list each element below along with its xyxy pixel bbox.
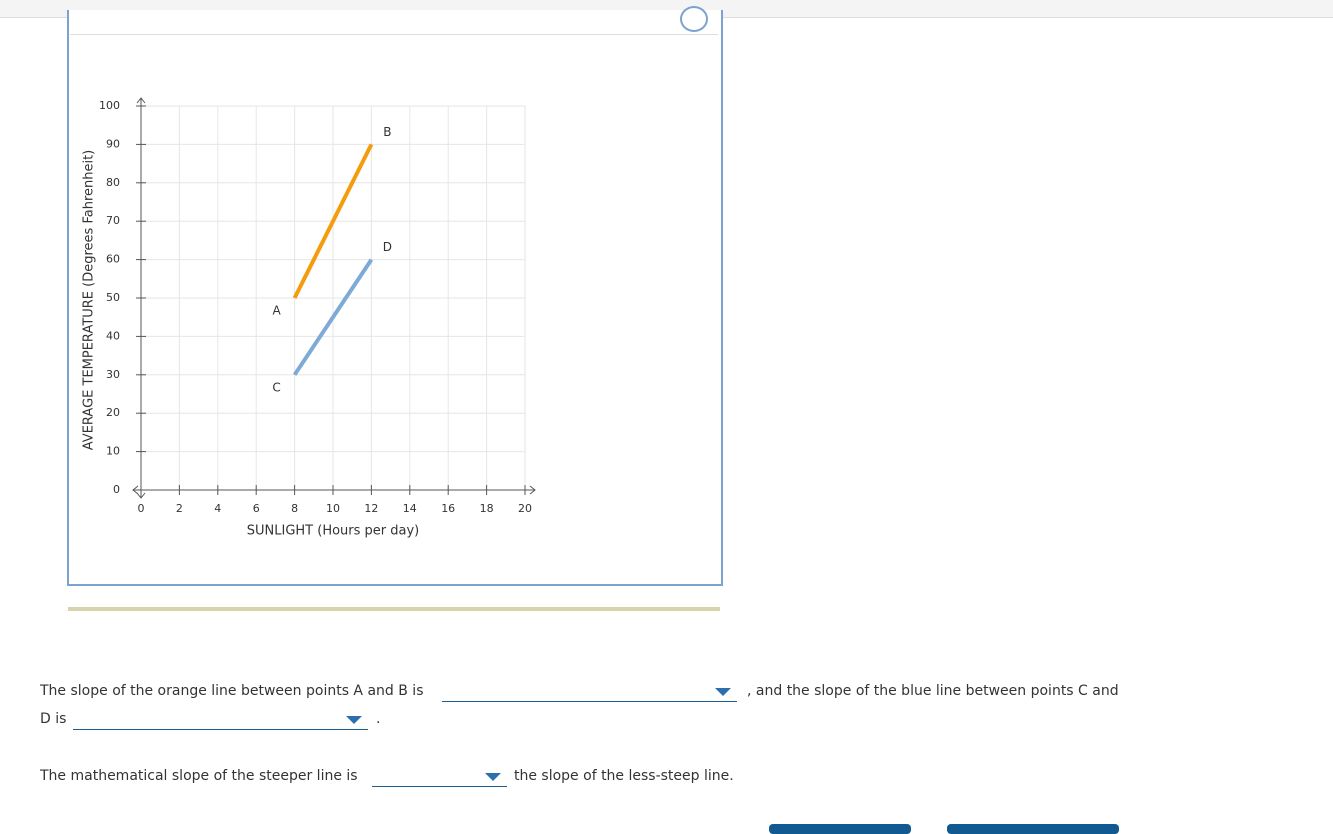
point-label: A — [272, 304, 281, 318]
y-tick-label: 40 — [106, 329, 120, 342]
x-axis-title: SUNLIGHT (Hours per day) — [247, 524, 420, 539]
x-tick-label: 16 — [441, 502, 455, 515]
x-tick-label: 4 — [214, 502, 221, 515]
y-tick-label: 90 — [106, 137, 120, 150]
question-text: the slope of the less-steep line. — [514, 768, 734, 784]
x-tick-label: 8 — [291, 502, 298, 515]
button[interactable] — [947, 824, 1119, 834]
y-tick-label: 50 — [106, 291, 120, 304]
y-tick-label: 20 — [106, 406, 120, 419]
x-tick-label: 10 — [326, 502, 340, 515]
divider — [70, 34, 718, 35]
x-tick-label: 14 — [403, 502, 417, 515]
y-tick-label: 10 — [106, 445, 120, 458]
x-tick-label: 20 — [518, 502, 532, 515]
y-tick-label: 0 — [113, 483, 120, 496]
button[interactable] — [769, 824, 911, 834]
y-tick-label: 30 — [106, 368, 120, 381]
y-tick-label: 100 — [99, 99, 120, 112]
separator — [68, 607, 720, 611]
info-button[interactable] — [680, 6, 708, 32]
chart: SUNLIGHT (Hours per day) AVERAGE TEMPERA… — [82, 97, 536, 539]
y-tick-label: 70 — [106, 214, 120, 227]
data-line — [292, 143, 374, 299]
point-label: D — [383, 240, 392, 254]
x-tick-label: 0 — [138, 502, 145, 515]
x-tick-label: 12 — [364, 502, 378, 515]
y-axis-title: AVERAGE TEMPERATURE (Degrees Fahrenheit) — [82, 150, 97, 451]
question-text: The mathematical slope of the steeper li… — [40, 768, 358, 784]
data-line — [292, 258, 374, 376]
question-text: The slope of the orange line between poi… — [40, 683, 424, 699]
x-tick-label: 2 — [176, 502, 183, 515]
x-axis — [132, 485, 536, 495]
question-text: , and the slope of the blue line between… — [747, 683, 1119, 699]
point-label: B — [383, 125, 391, 139]
y-tick-label: 60 — [106, 253, 120, 266]
y-tick-label: 80 — [106, 176, 120, 189]
dropdown[interactable] — [442, 683, 737, 702]
dropdown[interactable] — [372, 768, 507, 787]
dropdown[interactable] — [73, 711, 368, 730]
x-tick-label: 18 — [480, 502, 494, 515]
point-label: C — [272, 380, 280, 394]
x-tick-label: 6 — [253, 502, 260, 515]
y-axis — [136, 97, 146, 499]
question-text: . — [376, 711, 381, 727]
question-text: D is — [40, 711, 67, 727]
